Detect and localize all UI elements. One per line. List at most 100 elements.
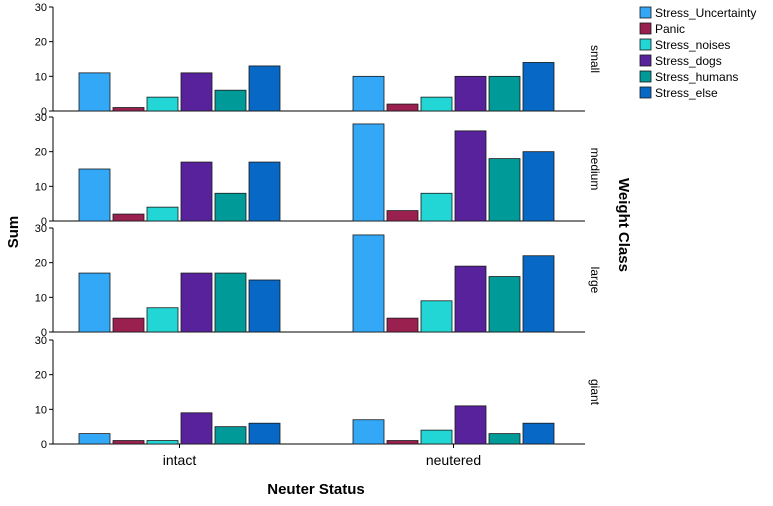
panel-variable-title: Weight Class	[615, 178, 632, 272]
bar-medium-neutered-Stress_else	[522, 151, 555, 222]
y-tick-label: 30	[35, 335, 47, 347]
bar-small-intact-Panic	[112, 107, 145, 112]
bar-large-neutered-Panic	[386, 317, 419, 333]
legend-label: Stress_Uncertainty	[655, 6, 756, 20]
bar-medium-intact-Stress_else	[248, 161, 281, 222]
legend-swatch	[639, 70, 652, 83]
bar-large-neutered-Stress_Uncertainty	[352, 234, 385, 333]
legend-swatch	[639, 86, 652, 99]
legend-label: Stress_noises	[655, 38, 730, 52]
bar-giant-neutered-Panic	[386, 440, 419, 445]
y-tick-label: 0	[41, 327, 47, 339]
legend-item[interactable]: Stress_noises	[639, 38, 730, 52]
bar-giant-neutered-Stress_humans	[488, 433, 521, 445]
bar-large-intact-Stress_dogs	[180, 272, 213, 333]
bar-giant-intact-Stress_dogs	[180, 412, 213, 445]
bar-small-neutered-Stress_dogs	[454, 75, 487, 112]
panel-label-large: large	[588, 267, 602, 294]
bar-large-intact-Stress_noises	[146, 307, 179, 333]
bar-small-neutered-Stress_else	[522, 62, 555, 112]
x-tick-label: intact	[163, 452, 197, 468]
y-tick-label: 0	[41, 106, 47, 118]
bar-giant-neutered-Stress_else	[522, 422, 555, 445]
bar-giant-neutered-Stress_dogs	[454, 405, 487, 445]
y-tick-label: 30	[35, 2, 47, 14]
legend-item[interactable]: Stress_dogs	[639, 54, 722, 68]
bar-giant-intact-Stress_Uncertainty	[78, 433, 111, 445]
legend[interactable]: Stress_Uncertainty Panic Stress_noises Stre…	[639, 6, 756, 100]
legend-swatch	[639, 22, 652, 35]
y-tick-label: 30	[35, 223, 47, 235]
x-tick-label: neutered	[426, 452, 481, 468]
bar-small-intact-Stress_else	[248, 65, 281, 112]
legend-swatch	[639, 6, 652, 19]
bar-medium-intact-Stress_Uncertainty	[78, 168, 111, 222]
legend-swatch	[639, 54, 652, 67]
bar-small-intact-Stress_noises	[146, 96, 179, 112]
bar-giant-intact-Panic	[112, 440, 145, 445]
bar-medium-intact-Stress_humans	[214, 192, 247, 222]
panel-large: 0 10 20 30 large	[35, 223, 602, 339]
panels: 0 10 20 30 small 0 10 20 30 medium 0 10 20 30 large 0 10…	[35, 2, 602, 451]
bar-small-intact-Stress_dogs	[180, 72, 213, 112]
bar-large-neutered-Stress_else	[522, 255, 555, 333]
bar-medium-neutered-Panic	[386, 210, 419, 222]
panel-label-medium: medium	[588, 148, 602, 191]
bar-small-neutered-Stress_humans	[488, 75, 521, 112]
y-tick-label: 10	[35, 292, 47, 304]
legend-item[interactable]: Stress_Uncertainty	[639, 6, 756, 20]
bar-large-intact-Stress_humans	[214, 272, 247, 333]
bar-giant-neutered-Stress_Uncertainty	[352, 419, 385, 445]
y-tick-label: 30	[35, 112, 47, 124]
bar-small-neutered-Stress_Uncertainty	[352, 75, 385, 112]
panel-label-small: small	[588, 45, 602, 73]
legend-item[interactable]: Panic	[639, 22, 685, 36]
bar-large-neutered-Stress_humans	[488, 276, 521, 333]
bar-giant-intact-Stress_noises	[146, 440, 179, 445]
bar-medium-intact-Stress_noises	[146, 206, 179, 222]
bar-small-intact-Stress_humans	[214, 89, 247, 112]
bar-giant-neutered-Stress_noises	[420, 429, 453, 445]
bar-large-intact-Stress_Uncertainty	[78, 272, 111, 333]
legend-label: Panic	[655, 22, 685, 36]
y-tick-label: 10	[35, 181, 47, 193]
bar-small-neutered-Panic	[386, 103, 419, 112]
panel-medium: 0 10 20 30 medium	[35, 112, 602, 228]
bar-large-neutered-Stress_dogs	[454, 265, 487, 333]
y-tick-label: 20	[35, 258, 47, 270]
bar-medium-intact-Stress_dogs	[180, 161, 213, 222]
bar-small-neutered-Stress_noises	[420, 96, 453, 112]
legend-swatch	[639, 38, 652, 51]
bar-large-intact-Stress_else	[248, 279, 281, 333]
y-tick-label: 20	[35, 37, 47, 49]
bar-large-intact-Panic	[112, 317, 145, 333]
bar-medium-neutered-Stress_noises	[420, 192, 453, 222]
y-tick-label: 20	[35, 370, 47, 382]
panel-small: 0 10 20 30 small	[35, 2, 602, 118]
y-axis-title: Sum	[5, 216, 22, 249]
panel-label-giant: giant	[588, 379, 602, 406]
bar-small-intact-Stress_Uncertainty	[78, 72, 111, 112]
y-tick-label: 20	[35, 147, 47, 159]
bar-medium-neutered-Stress_humans	[488, 158, 521, 222]
bar-medium-neutered-Stress_dogs	[454, 130, 487, 222]
bar-medium-intact-Panic	[112, 213, 145, 222]
legend-label: Stress_dogs	[655, 54, 722, 68]
x-axis: intact neutered	[163, 444, 481, 468]
y-tick-label: 0	[41, 439, 47, 451]
bar-medium-neutered-Stress_Uncertainty	[352, 123, 385, 222]
bar-giant-intact-Stress_humans	[214, 426, 247, 445]
y-tick-label: 10	[35, 404, 47, 416]
y-tick-label: 0	[41, 216, 47, 228]
legend-item[interactable]: Stress_else	[639, 86, 718, 100]
panel-giant: 0 10 20 30 giant	[35, 335, 602, 451]
legend-item[interactable]: Stress_humans	[639, 70, 738, 84]
legend-label: Stress_humans	[655, 70, 738, 84]
x-axis-title: Neuter Status	[267, 481, 365, 498]
legend-label: Stress_else	[655, 86, 718, 100]
bar-large-neutered-Stress_noises	[420, 300, 453, 333]
y-tick-label: 10	[35, 71, 47, 83]
bar-giant-intact-Stress_else	[248, 422, 281, 445]
